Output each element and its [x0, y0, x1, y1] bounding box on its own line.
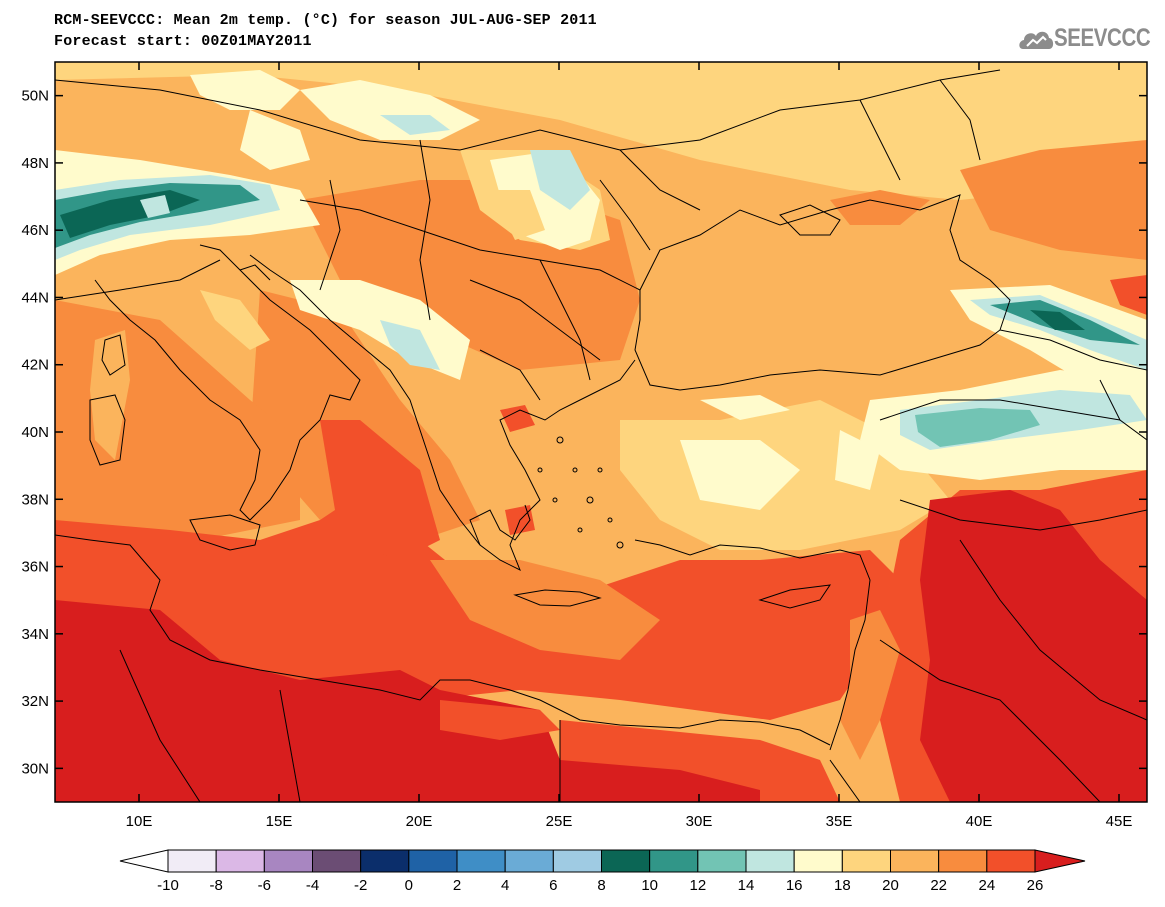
colorbar-swatch — [215, 849, 265, 873]
colorbar: -10 -8 -6 -4 -2 0 2 4 6 8 10 12 14 16 18 20 22 24 26 — [119, 849, 1086, 894]
colorbar-under-arrow — [119, 849, 169, 873]
lat-label: 32N — [21, 693, 49, 710]
colorbar-swatch — [890, 849, 940, 873]
colorbar-label: -4 — [306, 877, 319, 894]
colorbar-label: -8 — [209, 877, 222, 894]
lat-label: 36N — [21, 559, 49, 576]
lat-label: 50N — [21, 88, 49, 105]
colorbar-label: 12 — [689, 877, 706, 894]
colorbar-swatch — [938, 849, 988, 873]
lat-label: 46N — [21, 222, 49, 239]
latitude-axis: 50N 48N 46N 44N 42N 40N 38N 36N 34N 32N 30N — [21, 88, 1147, 777]
lon-label: 10E — [126, 813, 153, 830]
temperature-field — [55, 62, 1147, 802]
cloud-logo-icon — [1019, 31, 1054, 49]
colorbar-swatch — [408, 849, 458, 873]
lon-label: 20E — [406, 813, 433, 830]
lat-label: 44N — [21, 289, 49, 306]
lat-label: 34N — [21, 626, 49, 643]
colorbar-label: 18 — [834, 877, 851, 894]
lon-label: 45E — [1106, 813, 1133, 830]
colorbar-label: 4 — [501, 877, 509, 894]
lon-label: 35E — [826, 813, 853, 830]
lon-label: 40E — [966, 813, 993, 830]
colorbar-swatch — [649, 849, 699, 873]
colorbar-label: 0 — [405, 877, 413, 894]
coastlines-and-borders — [55, 69, 1147, 802]
colorbar-over-arrow — [1034, 849, 1086, 873]
lon-label: 25E — [546, 813, 573, 830]
colorbar-label: 14 — [738, 877, 755, 894]
colorbar-swatch — [697, 849, 747, 873]
forecast-start-label: Forecast start: 00Z01MAY2011 — [54, 33, 312, 50]
lon-label: 30E — [686, 813, 713, 830]
lat-label: 30N — [21, 760, 49, 777]
colorbar-label: -10 — [157, 877, 179, 894]
lat-label: 42N — [21, 357, 49, 374]
lat-label: 38N — [21, 491, 49, 508]
colorbar-swatch — [552, 849, 602, 873]
colorbar-label: -2 — [354, 877, 367, 894]
map-title: RCM-SEEVCCC: Mean 2m temp. (°C) for seas… — [54, 12, 597, 29]
colorbar-swatch — [312, 849, 362, 873]
colorbar-label: 20 — [882, 877, 899, 894]
colorbar-label: 16 — [786, 877, 803, 894]
colorbar-swatch — [986, 849, 1036, 873]
colorbar-label: 6 — [549, 877, 557, 894]
lon-label: 15E — [266, 813, 293, 830]
colorbar-label: -6 — [258, 877, 271, 894]
colorbar-label: 8 — [597, 877, 605, 894]
colorbar-label: 10 — [641, 877, 658, 894]
colorbar-swatch — [793, 849, 843, 873]
longitude-axis: 10E 15E 20E 25E 30E 35E 40E 45E — [126, 62, 1133, 830]
colorbar-swatch — [360, 849, 410, 873]
logo-text: SEEVCCC — [1054, 24, 1151, 52]
colorbar-swatch — [456, 849, 506, 873]
colorbar-swatch — [504, 849, 554, 873]
lat-label: 40N — [21, 424, 49, 441]
colorbar-label: 2 — [453, 877, 461, 894]
colorbar-swatch — [601, 849, 651, 873]
lat-label: 48N — [21, 155, 49, 172]
colorbar-label: 24 — [978, 877, 995, 894]
colorbar-label: 26 — [1027, 877, 1044, 894]
colorbar-swatch — [167, 849, 217, 873]
colorbar-swatch — [745, 849, 795, 873]
colorbar-swatch — [841, 849, 891, 873]
colorbar-label: 22 — [930, 877, 947, 894]
colorbar-swatch — [263, 849, 314, 873]
